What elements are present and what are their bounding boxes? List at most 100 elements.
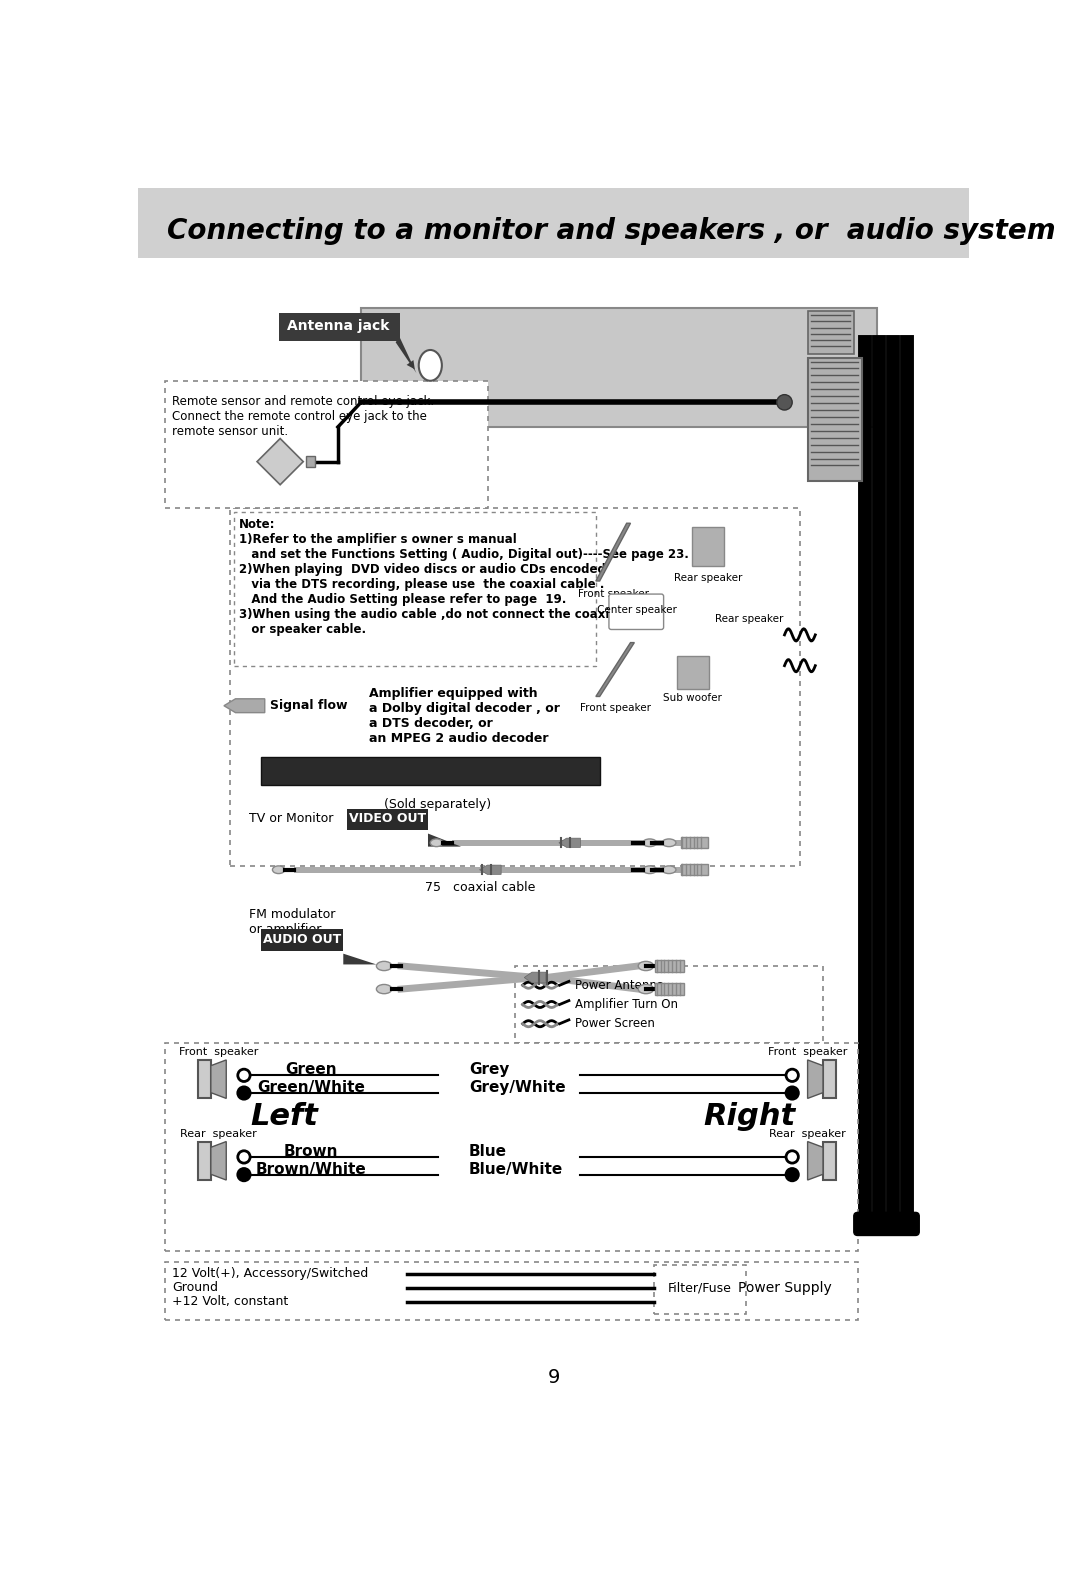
Bar xyxy=(823,1142,836,1180)
Text: Antenna jack: Antenna jack xyxy=(287,319,390,333)
Bar xyxy=(361,308,877,427)
FancyBboxPatch shape xyxy=(609,595,663,629)
Text: Green: Green xyxy=(285,1062,337,1078)
Text: +12 Volt, constant: +12 Volt, constant xyxy=(173,1294,288,1309)
Ellipse shape xyxy=(430,839,443,847)
Text: Power Antenna: Power Antenna xyxy=(575,979,664,992)
Ellipse shape xyxy=(638,984,653,993)
Text: Note:
1)Refer to the amplifier s owner s manual
   and set the Functions Setting: Note: 1)Refer to the amplifier s owner s… xyxy=(240,518,689,635)
Text: Blue: Blue xyxy=(469,1144,507,1159)
FancyBboxPatch shape xyxy=(164,1043,858,1250)
Polygon shape xyxy=(395,337,417,373)
Ellipse shape xyxy=(238,1150,251,1163)
Text: Ground: Ground xyxy=(173,1282,218,1294)
Text: FM modulator
or amplifier: FM modulator or amplifier xyxy=(249,908,336,937)
FancyBboxPatch shape xyxy=(653,1265,746,1313)
Text: AUDIO OUT: AUDIO OUT xyxy=(262,932,341,946)
Text: Remote sensor and remote control eye jack.
Connect the remote control eye jack t: Remote sensor and remote control eye jac… xyxy=(173,395,434,438)
Text: Center speaker: Center speaker xyxy=(597,606,676,615)
Ellipse shape xyxy=(786,1169,798,1181)
Ellipse shape xyxy=(643,866,657,874)
Text: Power Screen: Power Screen xyxy=(575,1017,654,1031)
Text: Front speaker: Front speaker xyxy=(578,588,649,599)
Ellipse shape xyxy=(643,839,657,847)
FancyArrow shape xyxy=(224,698,265,712)
Text: Blue/White: Blue/White xyxy=(469,1161,563,1177)
Text: Brown/White: Brown/White xyxy=(256,1161,366,1177)
FancyBboxPatch shape xyxy=(164,1263,858,1320)
Text: Filter/Fuse: Filter/Fuse xyxy=(667,1282,732,1294)
FancyBboxPatch shape xyxy=(164,381,488,508)
FancyArrow shape xyxy=(480,865,501,874)
Polygon shape xyxy=(596,643,634,697)
Bar xyxy=(451,839,569,846)
Bar xyxy=(261,756,599,784)
Text: 9: 9 xyxy=(548,1368,559,1387)
FancyBboxPatch shape xyxy=(230,508,800,866)
Polygon shape xyxy=(808,1142,823,1180)
Bar xyxy=(294,866,489,872)
Bar xyxy=(656,982,685,995)
Text: Amplifier equipped with
a Dolby digital decoder , or
a DTS decoder, or
an MPEG 2: Amplifier equipped with a Dolby digital … xyxy=(368,687,559,745)
Polygon shape xyxy=(257,438,303,485)
Text: Brown: Brown xyxy=(284,1144,338,1159)
Bar xyxy=(808,312,854,355)
Text: (Sold separately): (Sold separately) xyxy=(384,797,491,811)
Text: Grey: Grey xyxy=(469,1062,509,1078)
Bar xyxy=(198,1061,211,1098)
Bar xyxy=(692,527,725,565)
Ellipse shape xyxy=(419,350,442,381)
Bar xyxy=(198,1142,211,1180)
FancyBboxPatch shape xyxy=(234,511,596,665)
Ellipse shape xyxy=(238,1087,251,1100)
Bar xyxy=(808,358,862,480)
Text: Grey/White: Grey/White xyxy=(469,1079,566,1095)
Ellipse shape xyxy=(238,1169,251,1181)
FancyBboxPatch shape xyxy=(854,1213,919,1235)
Ellipse shape xyxy=(272,866,285,874)
Polygon shape xyxy=(808,1061,823,1098)
Text: Rear  speaker: Rear speaker xyxy=(180,1128,257,1139)
Polygon shape xyxy=(596,522,631,581)
Ellipse shape xyxy=(238,1068,251,1081)
Bar xyxy=(823,1061,836,1098)
Ellipse shape xyxy=(662,839,676,847)
Bar xyxy=(680,838,707,849)
Text: Green/White: Green/White xyxy=(257,1079,365,1095)
Bar xyxy=(680,865,707,876)
Text: Rear  speaker: Rear speaker xyxy=(769,1128,846,1139)
Text: Rear speaker: Rear speaker xyxy=(674,573,742,584)
Text: Signal flow: Signal flow xyxy=(270,700,348,712)
Text: TV or Monitor: TV or Monitor xyxy=(249,811,334,825)
Text: Right: Right xyxy=(704,1101,796,1131)
Ellipse shape xyxy=(786,1150,798,1163)
Text: 75   coaxial cable: 75 coaxial cable xyxy=(426,880,536,894)
Bar xyxy=(677,656,710,689)
Ellipse shape xyxy=(777,395,793,410)
Text: Amplifier Turn On: Amplifier Turn On xyxy=(575,998,678,1010)
Text: Left: Left xyxy=(251,1101,318,1131)
Polygon shape xyxy=(343,954,377,965)
Ellipse shape xyxy=(786,1087,798,1100)
Polygon shape xyxy=(428,833,461,847)
Ellipse shape xyxy=(662,866,676,874)
Bar xyxy=(501,866,680,872)
Ellipse shape xyxy=(377,962,392,971)
Bar xyxy=(656,960,685,973)
FancyArrow shape xyxy=(558,838,580,847)
Text: 12 Volt(+), Accessory/Switched: 12 Volt(+), Accessory/Switched xyxy=(173,1268,368,1280)
Bar xyxy=(261,929,343,951)
Polygon shape xyxy=(211,1061,226,1098)
Polygon shape xyxy=(211,1142,226,1180)
Bar xyxy=(306,457,314,468)
Bar xyxy=(137,188,970,257)
Text: Connecting to a monitor and speakers , or  audio system: Connecting to a monitor and speakers , o… xyxy=(167,217,1055,245)
Ellipse shape xyxy=(786,1068,798,1081)
Text: Sub woofer: Sub woofer xyxy=(663,692,723,703)
Text: Front  speaker: Front speaker xyxy=(768,1047,848,1058)
Bar xyxy=(347,810,428,830)
Text: Rear speaker: Rear speaker xyxy=(715,615,784,624)
Bar xyxy=(279,314,400,340)
Bar xyxy=(580,839,680,846)
Text: Front speaker: Front speaker xyxy=(580,703,650,712)
